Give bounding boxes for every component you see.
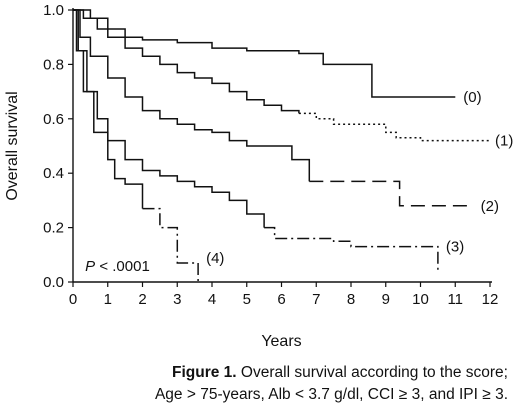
y-tick-label: 0.0 <box>43 274 64 291</box>
curve-series-0 <box>73 9 456 98</box>
x-tick-label: 4 <box>208 291 216 308</box>
curve-series-4-solid <box>73 9 144 209</box>
caption-label: Figure 1. <box>172 364 237 381</box>
figure-caption: Figure 1. Overall survival according to … <box>0 362 508 406</box>
chart-labels: Years Overall survival (0) (1) (2) (3) (4) P < … <box>4 89 513 350</box>
y-tick-label: 1.0 <box>43 2 64 19</box>
curve-series-2-tail <box>309 180 473 207</box>
x-tick-label: 5 <box>243 291 251 308</box>
curve-series-2-solid <box>73 9 311 182</box>
caption-text-1: Overall survival according to the score; <box>236 364 508 381</box>
y-tick-label: 0.2 <box>43 220 64 237</box>
curve-series-1-solid <box>73 9 300 114</box>
x-tick-label: 2 <box>138 291 146 308</box>
survival-curves <box>73 9 490 282</box>
y-tick-label: 0.8 <box>43 56 64 73</box>
x-tick-label: 6 <box>277 291 285 308</box>
p-value-symbol: P <box>85 258 95 275</box>
km-chart: 0 1 2 3 4 5 6 7 8 9 10 11 120.00.20.40.60.81.0 Years… <box>4 2 513 350</box>
x-tick-label: 7 <box>312 291 320 308</box>
curve-series-4-tail <box>142 207 199 282</box>
x-tick-label: 1 <box>104 291 112 308</box>
caption-line-2: Age > 75-years, Alb < 3.7 g/dl, CCI ≥ 3,… <box>154 386 508 403</box>
x-tick-label: 10 <box>412 291 429 308</box>
axes: 0 1 2 3 4 5 6 7 8 9 10 11 120.00.20.40.60.81.0 <box>43 2 498 308</box>
x-axis-title: Years <box>261 333 301 350</box>
p-value-annotation: P < .0001 <box>85 258 150 275</box>
x-tick-label: 3 <box>173 291 181 308</box>
y-axis-title: Overall survival <box>4 91 21 200</box>
series-label-1: (1) <box>495 133 513 150</box>
x-tick-label: 9 <box>382 291 390 308</box>
series-label-3: (3) <box>446 239 464 256</box>
curve-series-3-tail <box>264 226 439 272</box>
series-label-4: (4) <box>206 250 224 267</box>
x-tick-label: 0 <box>69 291 77 308</box>
x-tick-label: 11 <box>447 291 463 308</box>
curve-series-1-tail <box>298 112 490 142</box>
x-tick-label: 12 <box>482 291 499 308</box>
series-label-2: (2) <box>481 198 499 215</box>
y-tick-label: 0.4 <box>43 165 64 182</box>
p-value-number: < .0001 <box>95 258 150 275</box>
y-tick-label: 0.6 <box>43 111 64 128</box>
caption-line-1: Figure 1. Overall survival according to … <box>0 362 508 384</box>
x-tick-label: 8 <box>347 291 355 308</box>
series-label-0: (0) <box>463 89 481 106</box>
